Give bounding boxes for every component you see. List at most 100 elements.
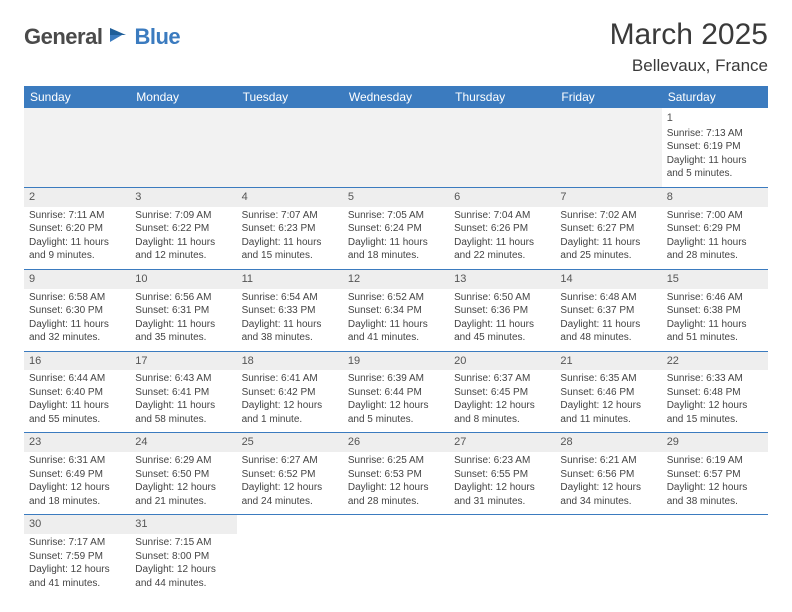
- daylight-text: Daylight: 12 hours and 28 minutes.: [348, 481, 444, 508]
- sunrise-text: Sunrise: 6:58 AM: [29, 291, 125, 305]
- daylight-text: Daylight: 11 hours and 25 minutes.: [560, 236, 656, 263]
- sunset-text: Sunset: 6:33 PM: [242, 304, 338, 318]
- daylight-text: Daylight: 11 hours and 28 minutes.: [667, 236, 763, 263]
- sunset-text: Sunset: 6:37 PM: [560, 304, 656, 318]
- calendar-cell: 23Sunrise: 6:31 AMSunset: 6:49 PMDayligh…: [24, 433, 130, 515]
- day-number: 11: [237, 270, 343, 289]
- calendar-cell: 10Sunrise: 6:56 AMSunset: 6:31 PMDayligh…: [130, 269, 236, 351]
- sunrise-text: Sunrise: 7:07 AM: [242, 209, 338, 223]
- sunrise-text: Sunrise: 6:44 AM: [29, 372, 125, 386]
- day-number: 14: [555, 270, 661, 289]
- daylight-text: Daylight: 11 hours and 45 minutes.: [454, 318, 550, 345]
- sunset-text: Sunset: 6:24 PM: [348, 222, 444, 236]
- daylight-text: Daylight: 12 hours and 24 minutes.: [242, 481, 338, 508]
- daylight-text: Daylight: 11 hours and 5 minutes.: [667, 154, 763, 181]
- daylight-text: Daylight: 12 hours and 15 minutes.: [667, 399, 763, 426]
- daylight-text: Daylight: 12 hours and 11 minutes.: [560, 399, 656, 426]
- sunset-text: Sunset: 6:20 PM: [29, 222, 125, 236]
- day-header: Wednesday: [343, 86, 449, 108]
- calendar-cell: 13Sunrise: 6:50 AMSunset: 6:36 PMDayligh…: [449, 269, 555, 351]
- sunrise-text: Sunrise: 6:39 AM: [348, 372, 444, 386]
- day-number: 20: [449, 352, 555, 371]
- daylight-text: Daylight: 11 hours and 15 minutes.: [242, 236, 338, 263]
- sunrise-text: Sunrise: 7:04 AM: [454, 209, 550, 223]
- daylight-text: Daylight: 11 hours and 35 minutes.: [135, 318, 231, 345]
- sunset-text: Sunset: 6:42 PM: [242, 386, 338, 400]
- daylight-text: Daylight: 12 hours and 1 minute.: [242, 399, 338, 426]
- daylight-text: Daylight: 11 hours and 51 minutes.: [667, 318, 763, 345]
- calendar-cell: 11Sunrise: 6:54 AMSunset: 6:33 PMDayligh…: [237, 269, 343, 351]
- day-header: Monday: [130, 86, 236, 108]
- sunrise-text: Sunrise: 7:09 AM: [135, 209, 231, 223]
- day-header: Friday: [555, 86, 661, 108]
- calendar-cell: 27Sunrise: 6:23 AMSunset: 6:55 PMDayligh…: [449, 433, 555, 515]
- sunrise-text: Sunrise: 6:56 AM: [135, 291, 231, 305]
- calendar-cell: 1Sunrise: 7:13 AMSunset: 6:19 PMDaylight…: [662, 108, 768, 187]
- calendar-week-row: 9Sunrise: 6:58 AMSunset: 6:30 PMDaylight…: [24, 269, 768, 351]
- daylight-text: Daylight: 11 hours and 9 minutes.: [29, 236, 125, 263]
- daylight-text: Daylight: 12 hours and 8 minutes.: [454, 399, 550, 426]
- calendar-week-row: 30Sunrise: 7:17 AMSunset: 7:59 PMDayligh…: [24, 515, 768, 596]
- sunset-text: Sunset: 7:59 PM: [29, 550, 125, 564]
- sunset-text: Sunset: 6:46 PM: [560, 386, 656, 400]
- daylight-text: Daylight: 11 hours and 12 minutes.: [135, 236, 231, 263]
- calendar-cell: 24Sunrise: 6:29 AMSunset: 6:50 PMDayligh…: [130, 433, 236, 515]
- calendar-cell: 5Sunrise: 7:05 AMSunset: 6:24 PMDaylight…: [343, 187, 449, 269]
- calendar-cell: 14Sunrise: 6:48 AMSunset: 6:37 PMDayligh…: [555, 269, 661, 351]
- calendar-cell: [449, 515, 555, 596]
- calendar-cell: 22Sunrise: 6:33 AMSunset: 6:48 PMDayligh…: [662, 351, 768, 433]
- sunset-text: Sunset: 6:19 PM: [667, 140, 763, 154]
- day-number: 1: [667, 111, 763, 126]
- sunset-text: Sunset: 6:22 PM: [135, 222, 231, 236]
- sunrise-text: Sunrise: 6:48 AM: [560, 291, 656, 305]
- daylight-text: Daylight: 12 hours and 38 minutes.: [667, 481, 763, 508]
- sunset-text: Sunset: 6:55 PM: [454, 468, 550, 482]
- calendar-week-row: 16Sunrise: 6:44 AMSunset: 6:40 PMDayligh…: [24, 351, 768, 433]
- calendar-cell: 3Sunrise: 7:09 AMSunset: 6:22 PMDaylight…: [130, 187, 236, 269]
- calendar-cell: 26Sunrise: 6:25 AMSunset: 6:53 PMDayligh…: [343, 433, 449, 515]
- sunrise-text: Sunrise: 7:02 AM: [560, 209, 656, 223]
- sunset-text: Sunset: 6:26 PM: [454, 222, 550, 236]
- sunrise-text: Sunrise: 6:19 AM: [667, 454, 763, 468]
- day-header-row: Sunday Monday Tuesday Wednesday Thursday…: [24, 86, 768, 108]
- day-number: 17: [130, 352, 236, 371]
- day-number: 12: [343, 270, 449, 289]
- day-number: 8: [662, 188, 768, 207]
- sunrise-text: Sunrise: 6:37 AM: [454, 372, 550, 386]
- calendar-cell: 30Sunrise: 7:17 AMSunset: 7:59 PMDayligh…: [24, 515, 130, 596]
- calendar-cell: 31Sunrise: 7:15 AMSunset: 8:00 PMDayligh…: [130, 515, 236, 596]
- sunset-text: Sunset: 6:50 PM: [135, 468, 231, 482]
- daylight-text: Daylight: 11 hours and 41 minutes.: [348, 318, 444, 345]
- day-number: 22: [662, 352, 768, 371]
- sunset-text: Sunset: 8:00 PM: [135, 550, 231, 564]
- calendar-cell: 20Sunrise: 6:37 AMSunset: 6:45 PMDayligh…: [449, 351, 555, 433]
- calendar-cell: 7Sunrise: 7:02 AMSunset: 6:27 PMDaylight…: [555, 187, 661, 269]
- sunset-text: Sunset: 6:57 PM: [667, 468, 763, 482]
- calendar-cell: [343, 515, 449, 596]
- sunrise-text: Sunrise: 7:00 AM: [667, 209, 763, 223]
- sunset-text: Sunset: 6:30 PM: [29, 304, 125, 318]
- day-number: 25: [237, 433, 343, 452]
- day-number: 19: [343, 352, 449, 371]
- day-number: 31: [130, 515, 236, 534]
- day-header: Sunday: [24, 86, 130, 108]
- sunset-text: Sunset: 6:29 PM: [667, 222, 763, 236]
- calendar-cell: 16Sunrise: 6:44 AMSunset: 6:40 PMDayligh…: [24, 351, 130, 433]
- sunrise-text: Sunrise: 6:25 AM: [348, 454, 444, 468]
- calendar-cell: 17Sunrise: 6:43 AMSunset: 6:41 PMDayligh…: [130, 351, 236, 433]
- sunset-text: Sunset: 6:23 PM: [242, 222, 338, 236]
- sunrise-text: Sunrise: 6:43 AM: [135, 372, 231, 386]
- calendar-cell: [24, 108, 130, 187]
- sunset-text: Sunset: 6:34 PM: [348, 304, 444, 318]
- daylight-text: Daylight: 12 hours and 34 minutes.: [560, 481, 656, 508]
- calendar-cell: 6Sunrise: 7:04 AMSunset: 6:26 PMDaylight…: [449, 187, 555, 269]
- sunrise-text: Sunrise: 6:54 AM: [242, 291, 338, 305]
- calendar-cell: 18Sunrise: 6:41 AMSunset: 6:42 PMDayligh…: [237, 351, 343, 433]
- sunrise-text: Sunrise: 7:15 AM: [135, 536, 231, 550]
- logo-text-blue: Blue: [134, 24, 180, 50]
- sunrise-text: Sunrise: 7:05 AM: [348, 209, 444, 223]
- day-number: 7: [555, 188, 661, 207]
- sunrise-text: Sunrise: 6:52 AM: [348, 291, 444, 305]
- calendar-cell: 19Sunrise: 6:39 AMSunset: 6:44 PMDayligh…: [343, 351, 449, 433]
- daylight-text: Daylight: 11 hours and 55 minutes.: [29, 399, 125, 426]
